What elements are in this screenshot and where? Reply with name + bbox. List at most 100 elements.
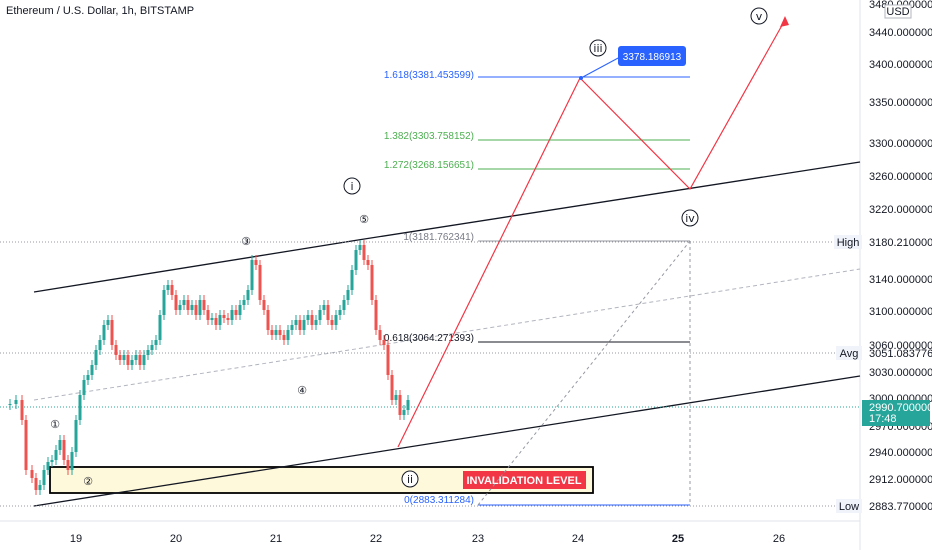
candle-body [46, 462, 50, 470]
candle-body [214, 318, 218, 325]
candle-body [190, 305, 194, 310]
candle-body [374, 300, 378, 330]
time-tick-label: 23 [472, 533, 484, 545]
svg-text:iv: iv [685, 212, 695, 225]
candle-body [194, 305, 198, 315]
candle-body [166, 285, 170, 290]
wave-i: i [343, 177, 361, 195]
candle-body [354, 250, 358, 270]
fib-1: 1(3181.762341) [403, 232, 474, 243]
price-tick-label: 2940.000000 [869, 447, 932, 459]
candle-body [270, 330, 274, 335]
candle-body [178, 305, 182, 310]
candle-body [70, 452, 74, 470]
invalidation-badge [463, 471, 586, 489]
price-tick-label: 3440.000000 [869, 27, 932, 39]
candle-body [266, 310, 270, 330]
candle-body [86, 375, 90, 380]
high-marker-value: 3180.210000 [869, 237, 932, 249]
wave-5: ⑤ [359, 213, 369, 226]
price-tick-label: 3350.000000 [869, 97, 932, 109]
avg-marker-value: 3051.083776 [869, 348, 932, 360]
candle-body [246, 290, 250, 300]
time-tick-label: 20 [170, 533, 182, 545]
candle-body [98, 340, 102, 350]
candle-body [274, 330, 278, 335]
candle-body [254, 260, 258, 265]
candle-body [294, 320, 298, 325]
channel-upper-1 [33, 239, 359, 293]
svg-text:v: v [756, 10, 763, 23]
candle-body [406, 400, 410, 410]
candle-body [50, 460, 54, 462]
candle-body [110, 320, 114, 345]
candle-body [278, 330, 282, 335]
price-tick-label: 3260.000000 [869, 171, 932, 183]
svg-text:iii: iii [593, 42, 602, 55]
price-tick-label: 3030.000000 [869, 367, 932, 379]
candle-body [282, 335, 286, 340]
candle-body [54, 450, 58, 460]
candle-body [218, 315, 222, 325]
fib-0: 0(2883.311284) [404, 495, 474, 506]
svg-text:i: i [350, 180, 353, 193]
candle-body [250, 260, 254, 290]
candle-body [130, 360, 134, 365]
candle-body [346, 290, 350, 300]
candle-body [206, 310, 210, 320]
channel-mid [33, 268, 861, 401]
candle-body [290, 325, 294, 330]
candle-body [186, 300, 190, 310]
candle-body [118, 355, 122, 360]
invalidation-label: INVALIDATION LEVEL [466, 475, 581, 487]
candle-body [34, 478, 38, 490]
wave-2: ② [83, 475, 93, 488]
candle-body [42, 470, 46, 485]
low-marker-value: 2883.770000 [869, 501, 932, 513]
candle-body [182, 300, 186, 305]
candle-body [366, 260, 370, 265]
high-marker-label: High [837, 237, 860, 249]
fib-1272: 1.272(3268.156651) [384, 160, 474, 171]
wave-3: ③ [241, 235, 251, 248]
candle-body [382, 340, 386, 345]
candle-body [58, 440, 62, 450]
candle-body [262, 300, 266, 310]
candle-body [230, 310, 234, 320]
last-price-time: 17:48 [869, 413, 897, 425]
target-tag [618, 46, 686, 66]
candle-body [322, 305, 326, 310]
price-tick-label: 3140.000000 [869, 274, 932, 286]
currency-label: USD [886, 6, 909, 18]
candle-body [126, 355, 130, 365]
candle-body [334, 315, 338, 325]
candle-body [78, 395, 82, 420]
candle-body [222, 315, 226, 318]
candle-body [94, 350, 98, 365]
candle-body [198, 300, 202, 315]
time-tick-label: 24 [572, 533, 584, 545]
candle-body [226, 318, 230, 320]
candle-body [24, 420, 28, 470]
time-tick-label: 22 [370, 533, 382, 545]
candle-body [390, 375, 394, 400]
candle-body [342, 300, 346, 310]
time-tick-label: 19 [70, 533, 82, 545]
candle-body [170, 285, 174, 295]
candlesticks [8, 240, 410, 495]
candle-body [318, 310, 322, 320]
candle-body [286, 330, 290, 340]
time-axis[interactable]: 19 20 21 22 23 24 25 26 [70, 533, 785, 545]
time-tick-label: 26 [773, 533, 785, 545]
candle-body [138, 355, 142, 365]
candle-body [20, 400, 24, 420]
candle-body [394, 395, 398, 400]
candle-body [258, 265, 262, 300]
candle-body [90, 365, 94, 375]
wave-ii: ii [401, 470, 419, 488]
wave-iii: iii [589, 39, 607, 57]
time-tick-label: 21 [270, 533, 282, 545]
currency-badge[interactable] [884, 4, 912, 19]
fib-1618: 1.618(3381.453599) [384, 70, 474, 81]
